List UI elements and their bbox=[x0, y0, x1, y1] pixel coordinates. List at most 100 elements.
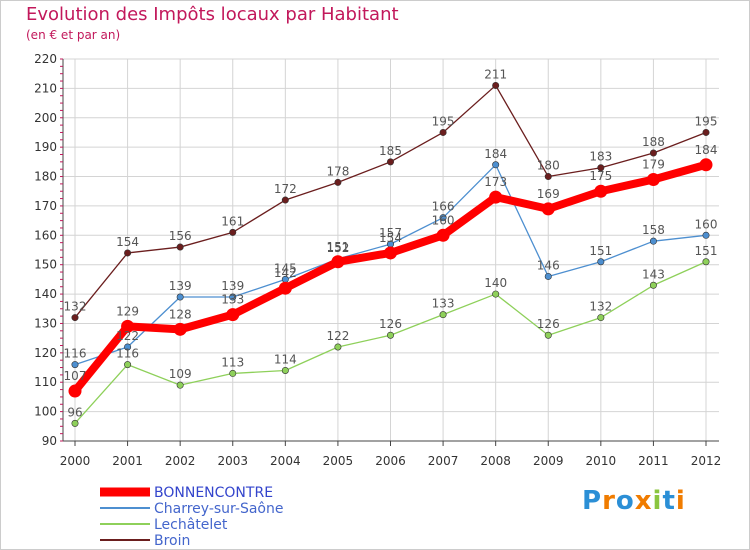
data-point bbox=[594, 184, 608, 198]
y-tick-label: 100 bbox=[34, 405, 57, 419]
x-tick-label: 2009 bbox=[533, 454, 564, 468]
data-label: 122 bbox=[116, 329, 139, 343]
data-label: 160 bbox=[432, 213, 455, 227]
data-point bbox=[176, 381, 184, 389]
data-point bbox=[597, 314, 605, 322]
data-label: 114 bbox=[274, 352, 297, 366]
data-point bbox=[71, 314, 79, 322]
y-tick-label: 220 bbox=[34, 52, 57, 66]
data-label: 158 bbox=[642, 223, 665, 237]
legend-label: Broin bbox=[154, 533, 190, 549]
x-tick-label: 2008 bbox=[480, 454, 511, 468]
legend: BONNENCONTRECharrey-sur-SaôneLechâteletB… bbox=[100, 485, 284, 549]
x-tick-label: 2012 bbox=[691, 454, 722, 468]
data-point bbox=[176, 293, 184, 301]
y-tick-label: 210 bbox=[34, 81, 57, 95]
data-point bbox=[229, 369, 237, 377]
legend-label: BONNENCONTRE bbox=[154, 485, 273, 501]
data-label: 173 bbox=[484, 175, 507, 189]
chart-title: Evolution des Impôts locaux par Habitant bbox=[26, 4, 399, 25]
y-tick-label: 90 bbox=[42, 434, 57, 448]
data-label: 129 bbox=[116, 304, 139, 318]
data-label: 122 bbox=[326, 329, 349, 343]
legend-label: Lechâtelet bbox=[154, 517, 228, 533]
data-point bbox=[71, 419, 79, 427]
x-tick-label: 2004 bbox=[270, 454, 301, 468]
data-label: 180 bbox=[537, 159, 560, 173]
data-point bbox=[702, 128, 710, 136]
data-label: 179 bbox=[642, 157, 665, 171]
x-tick-label: 2010 bbox=[586, 454, 617, 468]
data-label: 139 bbox=[169, 279, 192, 293]
data-point bbox=[384, 246, 397, 260]
logo-letter: o bbox=[615, 486, 635, 516]
x-tick-label: 2007 bbox=[428, 454, 459, 468]
logo-letter: t bbox=[662, 486, 676, 516]
data-point bbox=[646, 172, 660, 186]
data-label: 211 bbox=[484, 67, 507, 81]
data-label: 195 bbox=[432, 114, 455, 128]
data-label: 133 bbox=[221, 293, 244, 307]
data-point bbox=[176, 243, 184, 251]
data-point bbox=[226, 308, 240, 322]
x-tick-label: 2011 bbox=[638, 454, 669, 468]
data-label: 195 bbox=[695, 114, 718, 128]
data-point bbox=[278, 281, 292, 295]
data-label: 132 bbox=[64, 300, 87, 314]
data-label: 166 bbox=[432, 200, 455, 214]
logo-letter: r bbox=[602, 486, 616, 516]
data-point bbox=[489, 190, 503, 204]
data-point bbox=[229, 228, 237, 236]
logo-letter: x bbox=[634, 486, 653, 516]
data-label: 161 bbox=[221, 214, 244, 228]
data-point bbox=[334, 343, 342, 351]
data-point bbox=[334, 178, 342, 186]
y-tick-label: 120 bbox=[34, 346, 57, 360]
data-label: 152 bbox=[326, 241, 349, 255]
data-label: 151 bbox=[589, 244, 612, 258]
data-point bbox=[436, 228, 450, 242]
data-label: 188 bbox=[642, 135, 665, 149]
data-label: 156 bbox=[169, 229, 192, 243]
chart-subtitle: (en € et par an) bbox=[26, 28, 121, 42]
logo-letter: i bbox=[675, 486, 686, 516]
data-label: 126 bbox=[379, 317, 402, 331]
data-label: 113 bbox=[221, 355, 244, 369]
data-point bbox=[702, 258, 710, 266]
data-point bbox=[649, 237, 657, 245]
data-label: 139 bbox=[221, 279, 244, 293]
data-label: 133 bbox=[432, 297, 455, 311]
data-point bbox=[173, 322, 187, 336]
y-tick-label: 130 bbox=[34, 316, 57, 330]
data-point bbox=[121, 319, 135, 333]
data-point bbox=[649, 149, 657, 157]
logo-letter: i bbox=[652, 486, 663, 516]
data-point bbox=[68, 384, 82, 398]
data-point bbox=[124, 343, 132, 351]
data-point bbox=[439, 311, 447, 319]
data-label: 140 bbox=[484, 276, 507, 290]
data-point bbox=[71, 361, 79, 369]
series bbox=[68, 81, 713, 427]
data-label: 143 bbox=[642, 267, 665, 281]
data-label: 154 bbox=[116, 235, 139, 249]
data-point bbox=[541, 202, 555, 216]
data-label: 146 bbox=[537, 258, 560, 272]
y-tick-label: 160 bbox=[34, 228, 57, 242]
x-tick-label: 2001 bbox=[112, 454, 143, 468]
y-tick-label: 180 bbox=[34, 170, 57, 184]
data-point bbox=[331, 255, 345, 269]
proxiti-logo: Proxiti bbox=[582, 486, 686, 516]
data-point bbox=[702, 231, 710, 239]
data-label: 126 bbox=[537, 317, 560, 331]
y-tick-label: 200 bbox=[34, 111, 57, 125]
data-point bbox=[544, 272, 552, 280]
data-point bbox=[492, 81, 500, 89]
data-point bbox=[544, 173, 552, 181]
data-point bbox=[439, 128, 447, 136]
data-label: 96 bbox=[67, 405, 82, 419]
data-label: 178 bbox=[326, 164, 349, 178]
data-label: 169 bbox=[537, 187, 560, 201]
